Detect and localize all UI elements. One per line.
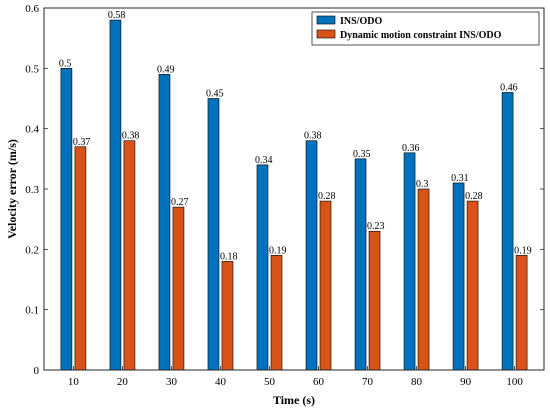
bar-ins-odo-90	[452, 182, 465, 371]
legend-swatch-dynamic-motion-constraint	[316, 29, 336, 39]
y-tick-label: 0.1	[25, 305, 39, 317]
y-tick-label: 0.3	[25, 184, 39, 196]
bar-value-label: 0.49	[157, 64, 175, 75]
x-tick-label: 80	[411, 376, 423, 388]
x-axis-label: Time (s)	[273, 393, 315, 407]
bar-value-label: 0.31	[451, 173, 469, 184]
bar-ins-odo-100	[501, 92, 514, 371]
bar-value-label: 0.37	[73, 137, 91, 148]
bar-dynamic-90	[466, 200, 479, 371]
bar-dynamic-60	[319, 200, 332, 371]
bar-value-label: 0.46	[500, 82, 518, 93]
legend-box	[311, 11, 540, 46]
x-axis-ticks: 10 20 30 40 50 60 70 80 90 100	[44, 7, 523, 388]
x-tick-label: 10	[68, 376, 80, 388]
bar-dynamic-100	[515, 255, 528, 371]
y-axis-ticks: 0 0.1 0.2 0.3 0.4 0.5 0.6	[25, 3, 544, 377]
y-tick-label: 0.6	[25, 3, 39, 15]
bar-value-label: 0.45	[206, 89, 224, 100]
bar-ins-odo-40	[207, 98, 220, 371]
x-tick-label: 20	[117, 376, 129, 388]
x-tick-label: 30	[166, 376, 178, 388]
y-tick-label: 0.4	[25, 124, 39, 136]
x-tick-label: 60	[313, 376, 325, 388]
bar-ins-odo-30	[158, 74, 171, 371]
bar-value-label: 0.5	[59, 58, 72, 69]
bar-ins-odo-80	[403, 152, 416, 371]
bar-ins-odo-20	[109, 19, 122, 371]
bar-value-label: 0.28	[465, 191, 483, 202]
bar-value-label: 0.19	[269, 245, 287, 256]
bar-dynamic-80	[417, 188, 430, 371]
bar-dynamic-10	[74, 146, 87, 371]
x-tick-label: 90	[460, 376, 472, 388]
bar-value-label: 0.28	[318, 191, 336, 202]
x-tick-label: 70	[362, 376, 374, 388]
bar-value-label: 0.34	[255, 155, 272, 166]
x-tick-label: 100	[506, 376, 523, 388]
bar-value-label: 0.58	[108, 10, 126, 21]
legend-entry-dynamic-motion-constraint: Dynamic motion constraint INS/ODO	[340, 30, 502, 41]
bar-value-label: 0.35	[353, 149, 371, 160]
legend-entry-ins-odo: INS/ODO	[340, 16, 382, 27]
bar-value-label: 0.23	[367, 221, 385, 232]
bar-ins-odo-60	[305, 140, 318, 371]
bar-dynamic-30	[172, 206, 185, 371]
y-tick-label: 0	[34, 365, 40, 377]
legend-swatch-ins-odo	[316, 15, 336, 25]
y-tick-label: 0.5	[25, 63, 39, 75]
bar-value-label: 0.18	[220, 251, 238, 262]
bar-value-label: 0.36	[402, 143, 420, 154]
bar-value-label: 0.3	[416, 179, 429, 190]
y-axis-label: Velocity error (m/s)	[5, 139, 19, 239]
bars-layer	[60, 19, 528, 371]
x-tick-label: 50	[264, 376, 276, 388]
bar-dynamic-70	[368, 230, 381, 371]
bar-ins-odo-70	[354, 158, 367, 371]
bar-ins-odo-50	[256, 164, 269, 371]
bar-labels-layer: 0.5 0.37 0.58 0.38 0.49 0.27 0.45 0.18 0.34 0.19 0…	[59, 10, 532, 262]
x-tick-label: 40	[215, 376, 227, 388]
bar-value-label: 0.38	[304, 131, 322, 142]
y-tick-label: 0.2	[25, 244, 39, 256]
bar-value-label: 0.27	[171, 197, 189, 208]
bar-value-label: 0.19	[514, 245, 532, 256]
bar-dynamic-40	[221, 261, 234, 371]
bar-value-label: 0.38	[122, 131, 139, 142]
bar-ins-odo-10	[60, 68, 73, 371]
legend: INS/ODO Dynamic motion constraint INS/OD…	[311, 11, 540, 46]
bar-dynamic-50	[270, 255, 283, 371]
bar-dynamic-20	[123, 140, 136, 371]
